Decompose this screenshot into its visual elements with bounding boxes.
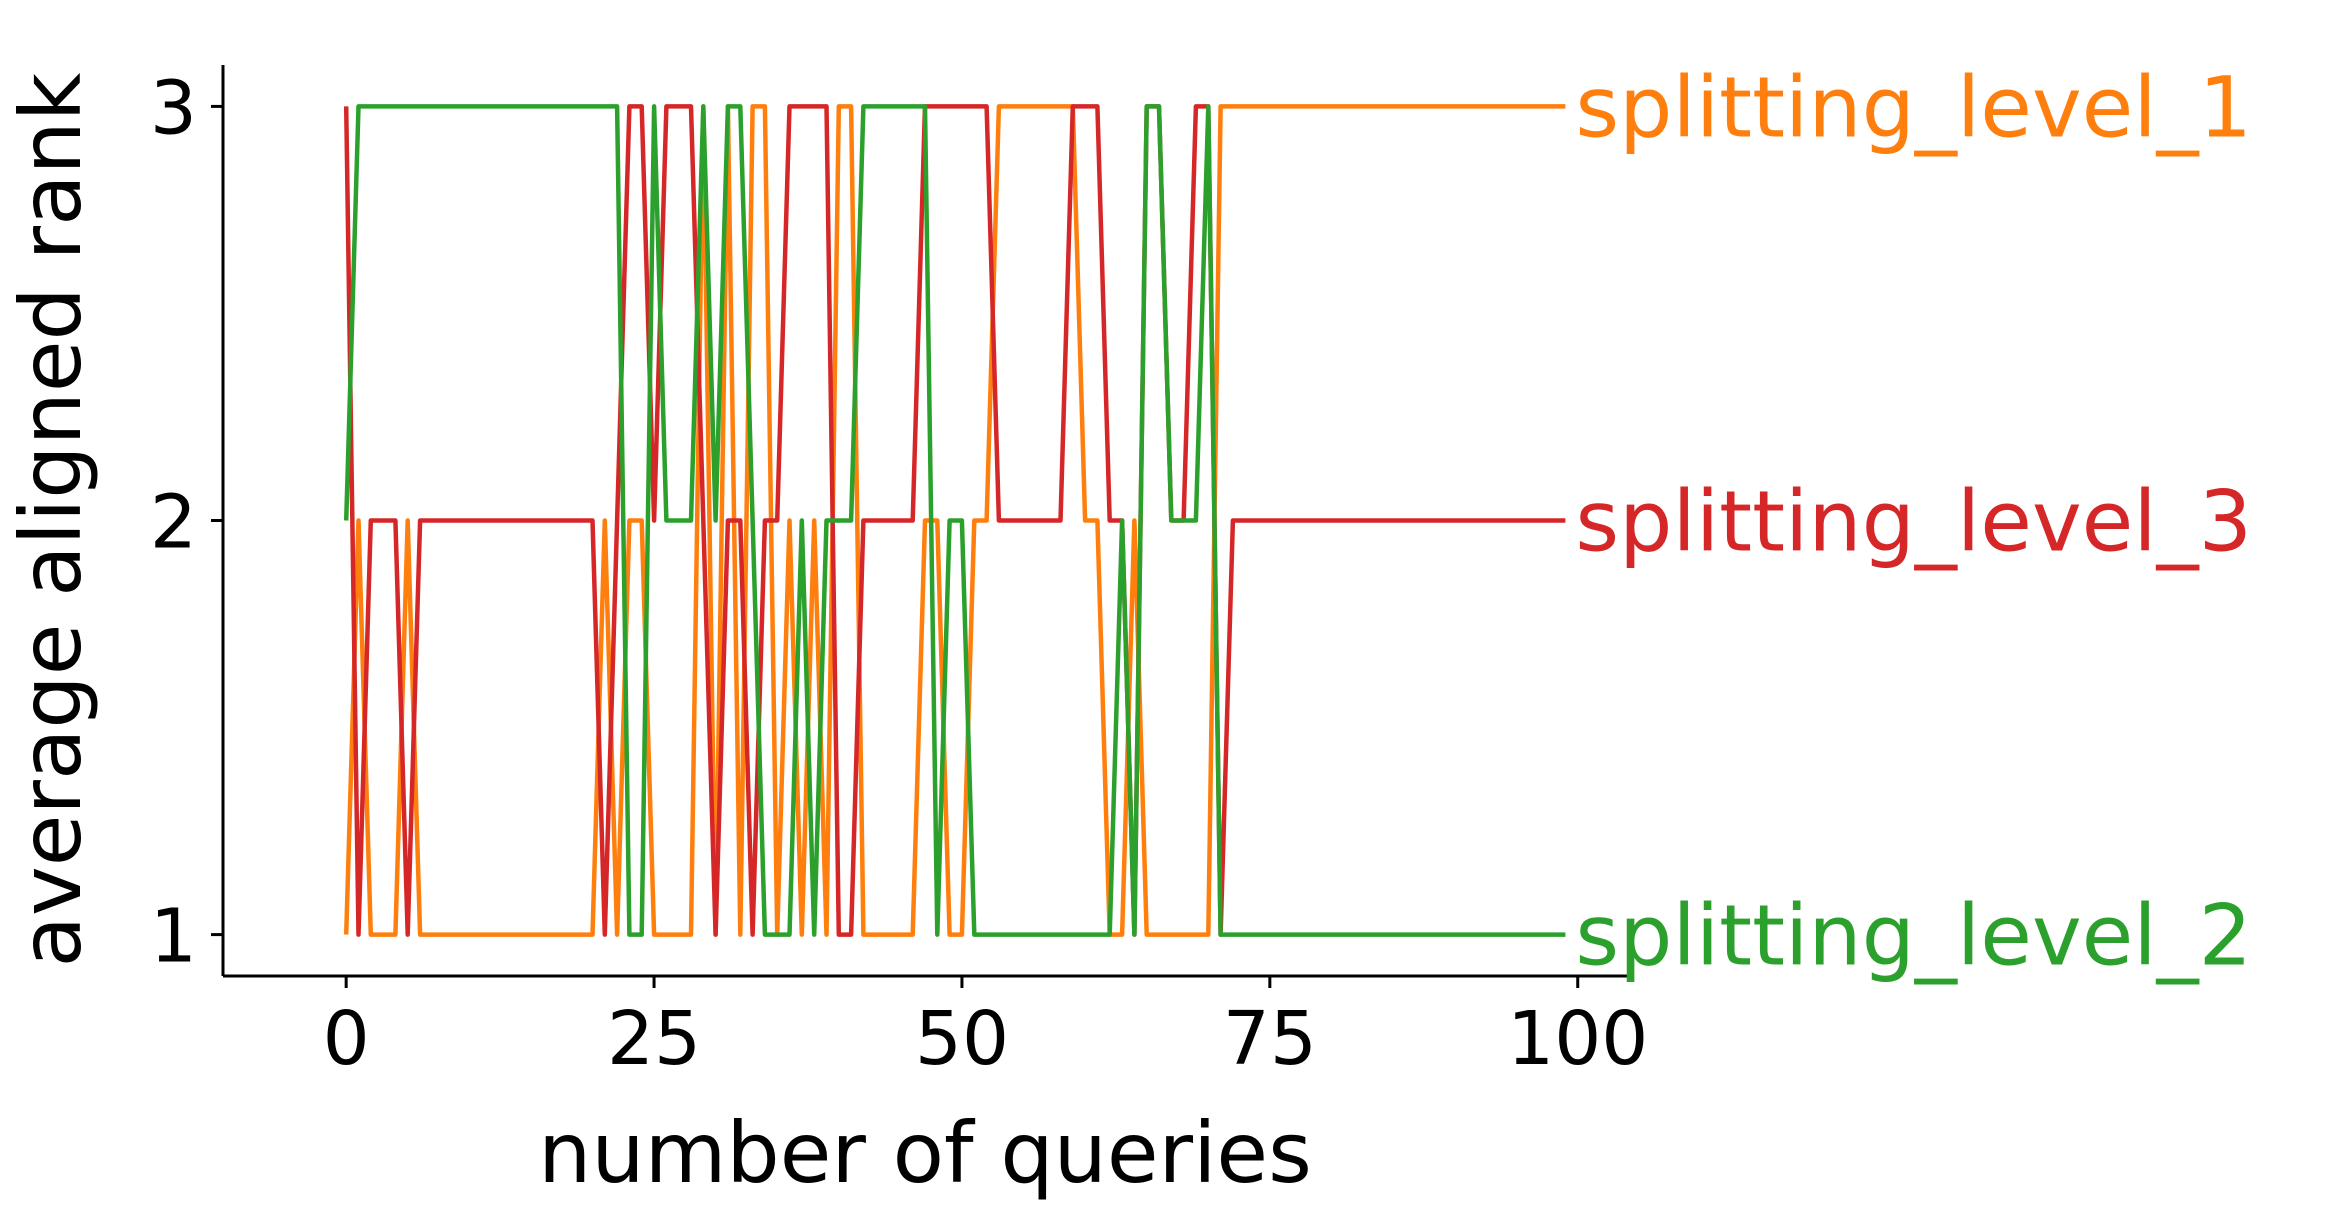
series-labels: splitting_level_1 splitting_level_3splitt… <box>1575 58 2252 984</box>
x-axis-label: number of queries <box>538 1104 1312 1202</box>
series-label-splitting-level-3: splitting_level_3 <box>1575 473 2252 571</box>
x-tick-label: 25 <box>607 996 701 1082</box>
y-tick-label: 3 <box>150 65 197 151</box>
series-line-splitting-level-1 <box>343 104 1566 937</box>
series-line-splitting-level-2 <box>343 104 1566 937</box>
y-tick-label: 2 <box>150 480 197 566</box>
series-label-splitting-level-1: splitting_level_1 <box>1575 58 2252 156</box>
x-tick-label: 50 <box>915 996 1009 1082</box>
series-line-splitting-level-3 <box>343 104 1566 937</box>
y-axis-label: average aligned rank <box>2 72 100 967</box>
x-tick-label: 0 <box>323 996 370 1082</box>
series-label-splitting-level-2: splitting_level_2 <box>1575 887 2252 985</box>
y-tick-label: 1 <box>150 894 197 980</box>
x-tick-label: 100 <box>1507 996 1648 1082</box>
series-layer <box>343 104 1566 937</box>
ticks-layer: 0 25 50 75 100 1 2 3 <box>150 65 1648 1082</box>
x-tick-label: 75 <box>1223 996 1317 1082</box>
